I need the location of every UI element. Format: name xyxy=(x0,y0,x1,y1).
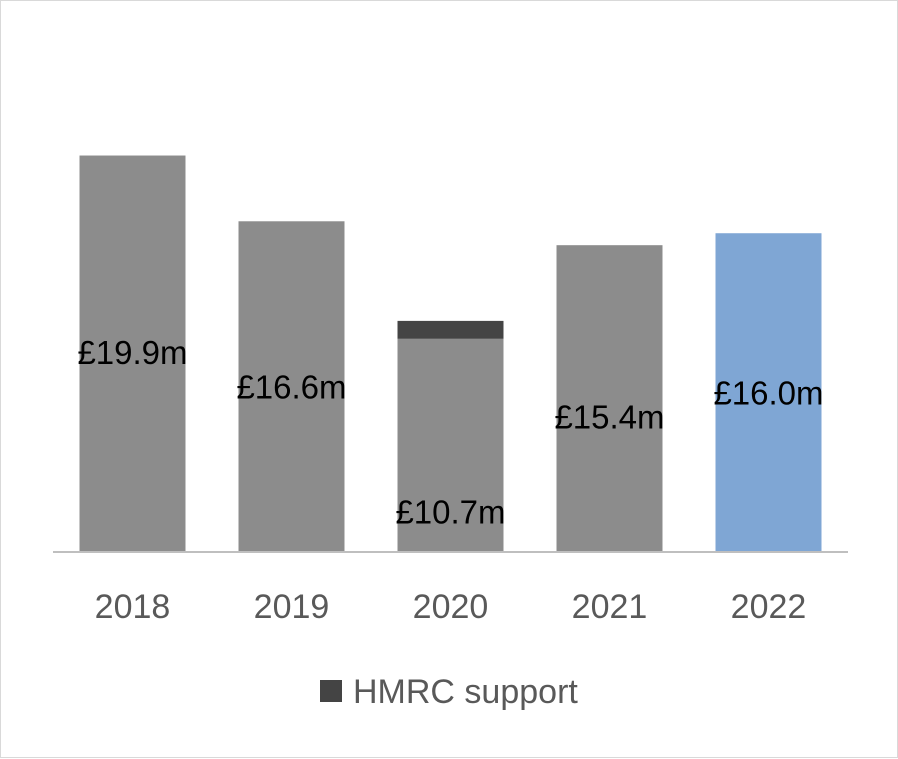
bar-hmrc-support-2020 xyxy=(397,320,504,339)
bar-2021 xyxy=(556,245,663,552)
bar-2018 xyxy=(79,155,186,552)
x-tick-2021: 2021 xyxy=(572,588,648,626)
x-tick-2018: 2018 xyxy=(95,588,171,626)
bar-2020 xyxy=(397,338,504,552)
data-label-2018: £19.9m xyxy=(77,334,187,371)
legend-label-hmrc-support: HMRC support xyxy=(353,673,578,711)
x-tick-2019: 2019 xyxy=(254,588,330,626)
data-label-2019: £16.6m xyxy=(236,369,346,406)
x-tick-2020: 2020 xyxy=(413,588,489,626)
data-label-2020: £10.7m xyxy=(395,493,505,530)
legend: HMRC support xyxy=(320,673,578,711)
data-labels: £19.9m £16.6m £10.7m £15.4m £16.0m xyxy=(77,334,823,531)
data-label-2021: £15.4m xyxy=(554,399,664,436)
bar-2019 xyxy=(238,221,345,552)
bar-2022 xyxy=(715,233,822,552)
bars-group xyxy=(79,155,822,552)
legend-swatch-hmrc-support xyxy=(320,680,342,702)
x-tick-labels: 2018 2019 2020 2021 2022 xyxy=(95,588,807,626)
data-label-2022: £16.0m xyxy=(713,375,823,412)
x-tick-2022: 2022 xyxy=(731,588,807,626)
